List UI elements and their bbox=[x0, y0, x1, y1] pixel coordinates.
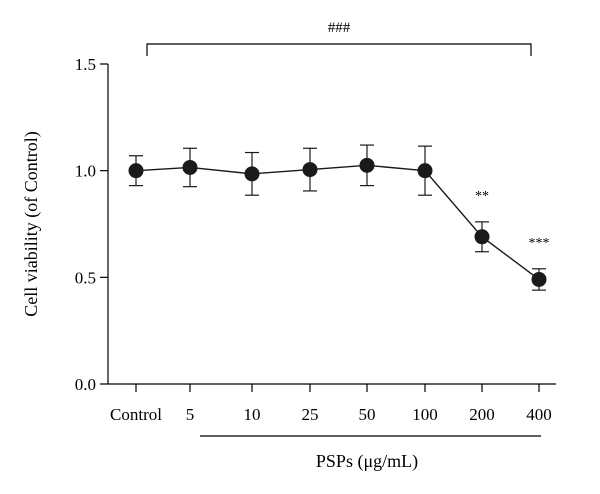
data-point bbox=[244, 166, 260, 182]
y-tick-label: 1.0 bbox=[75, 162, 96, 181]
significance-marker: *** bbox=[529, 236, 550, 251]
x-ticks: Control 5 10 25 50 100 200 400 bbox=[110, 384, 552, 424]
y-ticks: 0.0 0.5 1.0 1.5 bbox=[75, 55, 108, 394]
data-point bbox=[531, 271, 547, 287]
bracket-label: ### bbox=[328, 20, 351, 36]
y-tick-label: 1.5 bbox=[75, 55, 96, 74]
x-tick-label: 25 bbox=[302, 405, 319, 424]
x-tick-label: 5 bbox=[186, 405, 195, 424]
data-points bbox=[128, 157, 547, 287]
x-group-label: PSPs (μg/mL) bbox=[316, 451, 418, 472]
y-tick-label: 0.0 bbox=[75, 375, 96, 394]
y-axis-label: Cell viability (of Control) bbox=[21, 131, 42, 316]
x-tick-label: 200 bbox=[469, 405, 495, 424]
x-tick-label: 10 bbox=[244, 405, 261, 424]
series-line bbox=[135, 164, 540, 281]
data-point bbox=[128, 163, 144, 179]
data-point bbox=[182, 159, 198, 175]
data-point bbox=[302, 162, 318, 178]
x-tick-label: Control bbox=[110, 405, 162, 424]
data-point bbox=[474, 229, 490, 245]
y-tick-label: 0.5 bbox=[75, 268, 96, 287]
data-point bbox=[359, 157, 375, 173]
data-point bbox=[417, 163, 433, 179]
x-tick-label: 400 bbox=[526, 405, 552, 424]
significance-bracket bbox=[146, 43, 532, 56]
x-tick-label: 100 bbox=[412, 405, 438, 424]
significance-marker: ** bbox=[475, 189, 489, 204]
significance-annotations: ***** bbox=[475, 189, 550, 251]
x-tick-label: 50 bbox=[359, 405, 376, 424]
